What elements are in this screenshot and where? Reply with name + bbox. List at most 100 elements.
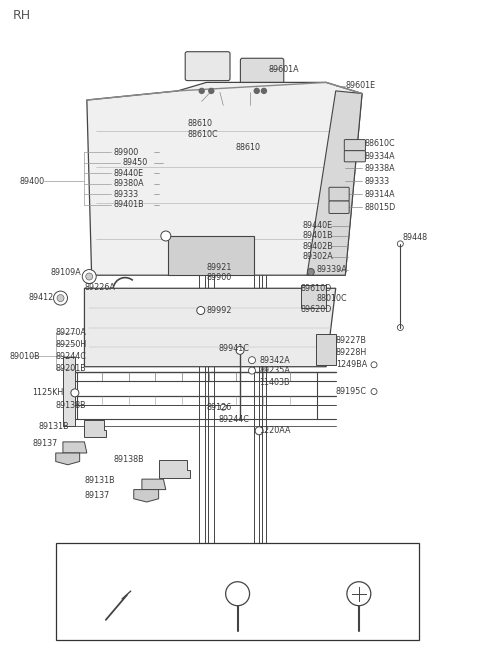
- Text: 89601E: 89601E: [345, 81, 375, 90]
- Text: 11403B: 11403B: [259, 378, 289, 387]
- Text: 89137: 89137: [84, 491, 110, 500]
- Text: 89244C: 89244C: [218, 415, 249, 424]
- Text: 89339A: 89339A: [317, 265, 348, 274]
- Circle shape: [54, 291, 68, 305]
- Text: 88610: 88610: [187, 119, 212, 128]
- Text: 89342A: 89342A: [259, 356, 290, 365]
- Text: 89109A: 89109A: [51, 268, 82, 277]
- Text: 89302A: 89302A: [302, 252, 333, 261]
- Circle shape: [249, 367, 255, 374]
- Text: 14614: 14614: [103, 549, 130, 558]
- Text: 88015D: 88015D: [364, 203, 396, 212]
- Text: 89401B: 89401B: [302, 231, 333, 240]
- Circle shape: [82, 270, 96, 284]
- Polygon shape: [168, 236, 254, 275]
- Bar: [56, 543, 420, 640]
- Bar: [208, 105, 214, 612]
- Circle shape: [209, 88, 214, 94]
- Circle shape: [397, 324, 403, 331]
- Text: 89610D: 89610D: [301, 284, 332, 293]
- Text: 89227B: 89227B: [336, 336, 367, 345]
- Text: 89270A: 89270A: [56, 328, 86, 337]
- Text: 89131B: 89131B: [39, 422, 70, 432]
- Text: 89900: 89900: [113, 148, 138, 157]
- Text: 89440E: 89440E: [113, 169, 144, 178]
- Text: 88610: 88610: [235, 143, 260, 152]
- Polygon shape: [56, 453, 80, 465]
- Circle shape: [249, 357, 255, 364]
- Text: 89941C: 89941C: [218, 344, 249, 353]
- Circle shape: [199, 88, 204, 94]
- Text: 89448: 89448: [403, 233, 428, 242]
- Text: 89314A: 89314A: [364, 190, 395, 198]
- Text: 89244C: 89244C: [56, 352, 86, 361]
- Circle shape: [397, 241, 403, 247]
- Text: 89126: 89126: [206, 403, 232, 412]
- Circle shape: [262, 88, 266, 94]
- Text: 89601A: 89601A: [269, 65, 300, 74]
- Circle shape: [307, 269, 314, 276]
- Polygon shape: [301, 285, 326, 308]
- Bar: [262, 105, 266, 616]
- Circle shape: [226, 582, 250, 606]
- Text: 89440E: 89440E: [302, 221, 332, 230]
- FancyBboxPatch shape: [344, 151, 365, 162]
- Circle shape: [71, 389, 79, 397]
- Polygon shape: [87, 83, 362, 275]
- Circle shape: [86, 273, 93, 280]
- Circle shape: [161, 231, 171, 241]
- Text: 89228H: 89228H: [336, 348, 367, 357]
- Text: 1241AA: 1241AA: [221, 549, 254, 558]
- Text: 89334A: 89334A: [364, 152, 395, 160]
- FancyBboxPatch shape: [329, 201, 349, 214]
- Text: 89400: 89400: [20, 177, 45, 185]
- Polygon shape: [84, 288, 336, 367]
- FancyBboxPatch shape: [185, 52, 230, 81]
- Text: 89333: 89333: [113, 190, 138, 198]
- Text: 89201B: 89201B: [56, 364, 86, 373]
- Text: 89900: 89900: [206, 273, 232, 282]
- Text: 1220AA: 1220AA: [259, 426, 291, 436]
- Circle shape: [57, 295, 64, 301]
- Bar: [199, 105, 205, 612]
- Polygon shape: [63, 442, 87, 453]
- Polygon shape: [84, 421, 106, 438]
- Text: 1140KX: 1140KX: [342, 549, 376, 558]
- Circle shape: [347, 582, 371, 606]
- Text: 89138B: 89138B: [113, 455, 144, 464]
- FancyBboxPatch shape: [329, 187, 349, 201]
- Text: 88610C: 88610C: [187, 130, 218, 138]
- Text: 89138B: 89138B: [56, 401, 86, 410]
- FancyBboxPatch shape: [344, 140, 365, 151]
- Text: 89380A: 89380A: [113, 179, 144, 188]
- Text: 89131B: 89131B: [84, 476, 115, 485]
- Polygon shape: [316, 334, 336, 365]
- Text: 89992: 89992: [206, 306, 232, 315]
- Bar: [254, 105, 259, 616]
- Text: 89226A: 89226A: [84, 283, 115, 292]
- Text: 89010B: 89010B: [9, 352, 40, 361]
- Text: 89402B: 89402B: [302, 242, 333, 251]
- Polygon shape: [134, 489, 158, 502]
- Text: RH: RH: [12, 9, 31, 22]
- Text: 89450: 89450: [123, 159, 148, 167]
- Text: 88610C: 88610C: [364, 139, 395, 147]
- Polygon shape: [307, 91, 362, 275]
- Text: 89137: 89137: [32, 440, 58, 448]
- Text: 89250H: 89250H: [56, 340, 87, 349]
- Text: 89412: 89412: [28, 293, 54, 302]
- Text: 1249BA: 1249BA: [336, 360, 367, 369]
- Circle shape: [197, 307, 205, 314]
- Text: 89620D: 89620D: [301, 305, 332, 314]
- Text: 89921: 89921: [206, 263, 232, 272]
- Circle shape: [220, 404, 226, 410]
- Text: 89195C: 89195C: [336, 387, 367, 396]
- Circle shape: [255, 427, 263, 435]
- Circle shape: [236, 346, 244, 354]
- Text: 88010C: 88010C: [317, 294, 347, 303]
- Polygon shape: [158, 460, 190, 478]
- Polygon shape: [142, 479, 166, 489]
- FancyBboxPatch shape: [240, 58, 284, 86]
- Text: 1125KH: 1125KH: [32, 388, 63, 398]
- Text: 89235A: 89235A: [259, 366, 290, 375]
